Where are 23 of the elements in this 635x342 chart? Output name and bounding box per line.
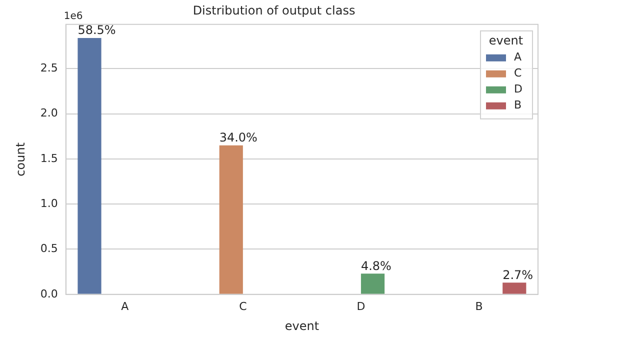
y-tick-label: 0.5: [40, 242, 58, 256]
annotation: 2.7%: [502, 268, 534, 282]
legend-label: C: [514, 66, 522, 80]
y-tick-label: 2.0: [40, 106, 58, 120]
x-tick-label: B: [475, 300, 483, 313]
y-tick-label: 2.5: [40, 62, 58, 75]
x-tick-label: C: [239, 300, 248, 313]
annotation: 4.8%: [360, 258, 392, 273]
x-tick-label: A: [121, 300, 130, 313]
y-tick-label: 1.5: [40, 152, 58, 165]
y-tick-label: 1.0: [40, 196, 58, 210]
legend-label: A: [514, 50, 522, 64]
y-axis-title: count: [13, 142, 28, 176]
x-axis-title: event: [284, 318, 320, 333]
annotation: 34.0%: [219, 130, 258, 145]
y-tick-label: 0.0: [40, 287, 58, 300]
chart-title: Distribution of output class: [192, 3, 356, 18]
legend-title: event: [488, 34, 524, 48]
text: 1e6: [64, 10, 83, 22]
legend-label: D: [514, 82, 522, 96]
legend-label: B: [514, 98, 522, 112]
x-tick-label: D: [356, 300, 366, 313]
annotation: 58.5%: [78, 23, 116, 38]
